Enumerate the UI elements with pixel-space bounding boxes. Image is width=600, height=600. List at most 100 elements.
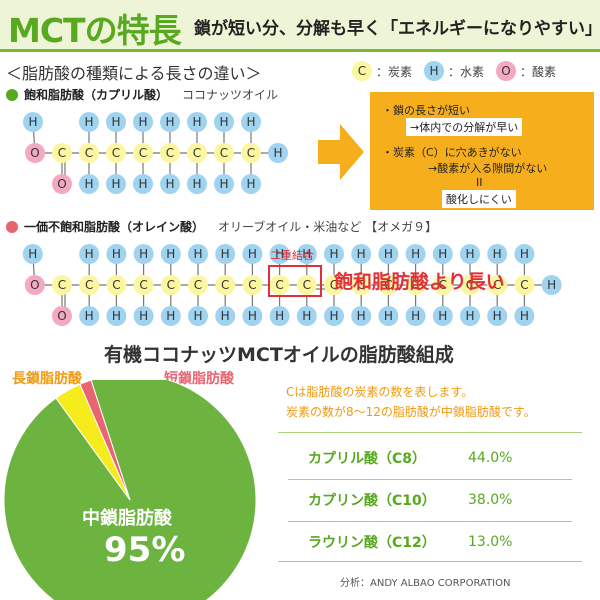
hydrogen-atom: H: [187, 174, 207, 194]
table-row-name: ラウリン酸（C12）: [308, 535, 436, 551]
svg-text:H: H: [112, 247, 121, 261]
svg-text:H: H: [84, 115, 93, 129]
hydrogen-atom: H: [187, 112, 207, 132]
hydrogen-atom: H: [514, 244, 535, 264]
svg-text:H: H: [138, 115, 147, 129]
table-row-value: 44.0%: [468, 450, 513, 466]
svg-text:H: H: [246, 177, 255, 191]
carbon-atom: C: [79, 275, 100, 295]
hydrogen-atom: H: [79, 112, 99, 132]
svg-text:C: C: [493, 278, 501, 292]
svg-text:H: H: [219, 177, 228, 191]
hydrogen-legend-label: ：水素: [448, 64, 485, 79]
svg-text:H: H: [166, 309, 175, 323]
carbon-legend-dot: C: [352, 61, 372, 81]
hydrogen-atom: H: [296, 244, 317, 264]
svg-text:H: H: [493, 247, 502, 261]
svg-text:H: H: [139, 247, 148, 261]
hydrogen-atom: H: [106, 112, 126, 132]
svg-text:C: C: [275, 278, 283, 292]
carbon-atom: C: [160, 275, 181, 295]
carbon-atom: C: [241, 143, 261, 163]
svg-text:H: H: [275, 309, 284, 323]
svg-text:C: C: [58, 278, 66, 292]
unsaturated-example: オリーブオイル・米油など 【オメガ９】: [218, 220, 438, 234]
hydrogen-atom: H: [460, 244, 480, 264]
table-row-value: 13.0%: [468, 534, 513, 550]
saturated-name: 飽和脂肪酸（カプリル酸）: [24, 88, 169, 102]
hydrogen-atom: H: [487, 244, 508, 264]
note-line-1: ・鎖の長さが短い: [382, 104, 470, 117]
svg-text:C: C: [247, 146, 255, 160]
hydrogen-atom: H: [514, 306, 535, 326]
hydrogen-atom: H: [405, 244, 426, 264]
table-row: ラウリン酸（C12） 13.0%: [278, 523, 582, 561]
pie-slice: [3, 380, 257, 600]
caprylic-acid-molecule: H O C O C H H C H H C H H C H H C H H C H H C H H H: [23, 112, 288, 194]
hydrogen-atom: H: [160, 244, 181, 264]
svg-text:H: H: [465, 247, 474, 261]
carbon-atom: C: [188, 275, 208, 295]
svg-text:H: H: [111, 177, 120, 191]
chain-explanation: Cは脂肪酸の炭素の数を表します。 炭素の数が8～12の脂肪酸が中鎖脂肪酸です。: [286, 382, 536, 422]
table-row-value: 38.0%: [468, 492, 513, 508]
unsaturated-name: 一価不飽和脂肪酸（オレイン酸）: [24, 220, 205, 234]
svg-text:C: C: [411, 278, 419, 292]
svg-text:C: C: [384, 278, 392, 292]
svg-text:H: H: [248, 247, 257, 261]
hydrogen-atom: H: [160, 306, 181, 326]
carbon-atom: C: [133, 143, 153, 163]
carbon-atom: C: [514, 275, 535, 295]
hydrogen-atom: H: [133, 112, 153, 132]
fatty-acid-pie-chart: [3, 380, 257, 600]
hydrogen-atom: H: [378, 306, 399, 326]
hydrogen-legend-dot: H: [424, 61, 445, 81]
hydrogen-atom: H: [79, 174, 99, 194]
svg-text:C: C: [112, 278, 120, 292]
svg-text:C: C: [357, 278, 365, 292]
svg-text:H: H: [139, 309, 148, 323]
page-title: MCTの特長: [8, 11, 182, 50]
svg-text:C: C: [330, 278, 338, 292]
arrow-right-icon: [318, 124, 364, 180]
page-subtitle: 鎖が短い分、分解も早く「エネルギーになりやすい」: [194, 19, 600, 39]
svg-text:H: H: [221, 247, 230, 261]
hydrogen-atom: H: [541, 275, 562, 295]
carbon-atom: C: [351, 275, 372, 295]
carbon-atom: C: [487, 275, 508, 295]
svg-text:H: H: [85, 247, 94, 261]
hydrogen-atom: H: [324, 306, 344, 326]
svg-text:H: H: [275, 247, 284, 261]
svg-text:H: H: [166, 247, 175, 261]
oxygen-atom: O: [52, 306, 72, 326]
carbon-atom: C: [214, 143, 234, 163]
svg-text:O: O: [30, 146, 39, 160]
svg-text:H: H: [520, 309, 529, 323]
oxygen-atom: O: [52, 174, 72, 194]
pie-label-short-chain: 短鎖脂肪酸: [164, 371, 234, 387]
carbon-atom: C: [432, 275, 453, 295]
svg-text:H: H: [357, 247, 366, 261]
hydrogen-atom: H: [242, 306, 263, 326]
svg-text:H: H: [193, 309, 202, 323]
hydrogen-atom: H: [269, 244, 290, 264]
hydrogen-atom: H: [133, 244, 154, 264]
svg-text:H: H: [438, 247, 447, 261]
svg-text:C: C: [303, 278, 311, 292]
hydrogen-atom: H: [214, 112, 234, 132]
hydrogen-atom: H: [405, 306, 426, 326]
svg-text:H: H: [165, 177, 174, 191]
hydrogen-atom: H: [79, 306, 100, 326]
carbon-atom: C: [460, 275, 480, 295]
table-row: カプリン酸（C10） 38.0%: [278, 481, 582, 519]
saturated-heading: 飽和脂肪酸（カプリル酸） ココナッツオイル: [6, 86, 278, 103]
svg-text:H: H: [84, 177, 93, 191]
svg-text:O: O: [30, 278, 39, 292]
svg-text:H: H: [465, 309, 474, 323]
carbon-atom: C: [106, 143, 126, 163]
saturated-bullet-icon: [6, 88, 18, 101]
svg-text:C: C: [193, 146, 201, 160]
hydrogen-atom: H: [133, 306, 154, 326]
mct-breakdown-table: カプリル酸（C8） 44.0% カプリン酸（C10） 38.0% ラウリン酸（C…: [278, 432, 582, 562]
svg-text:H: H: [248, 309, 257, 323]
